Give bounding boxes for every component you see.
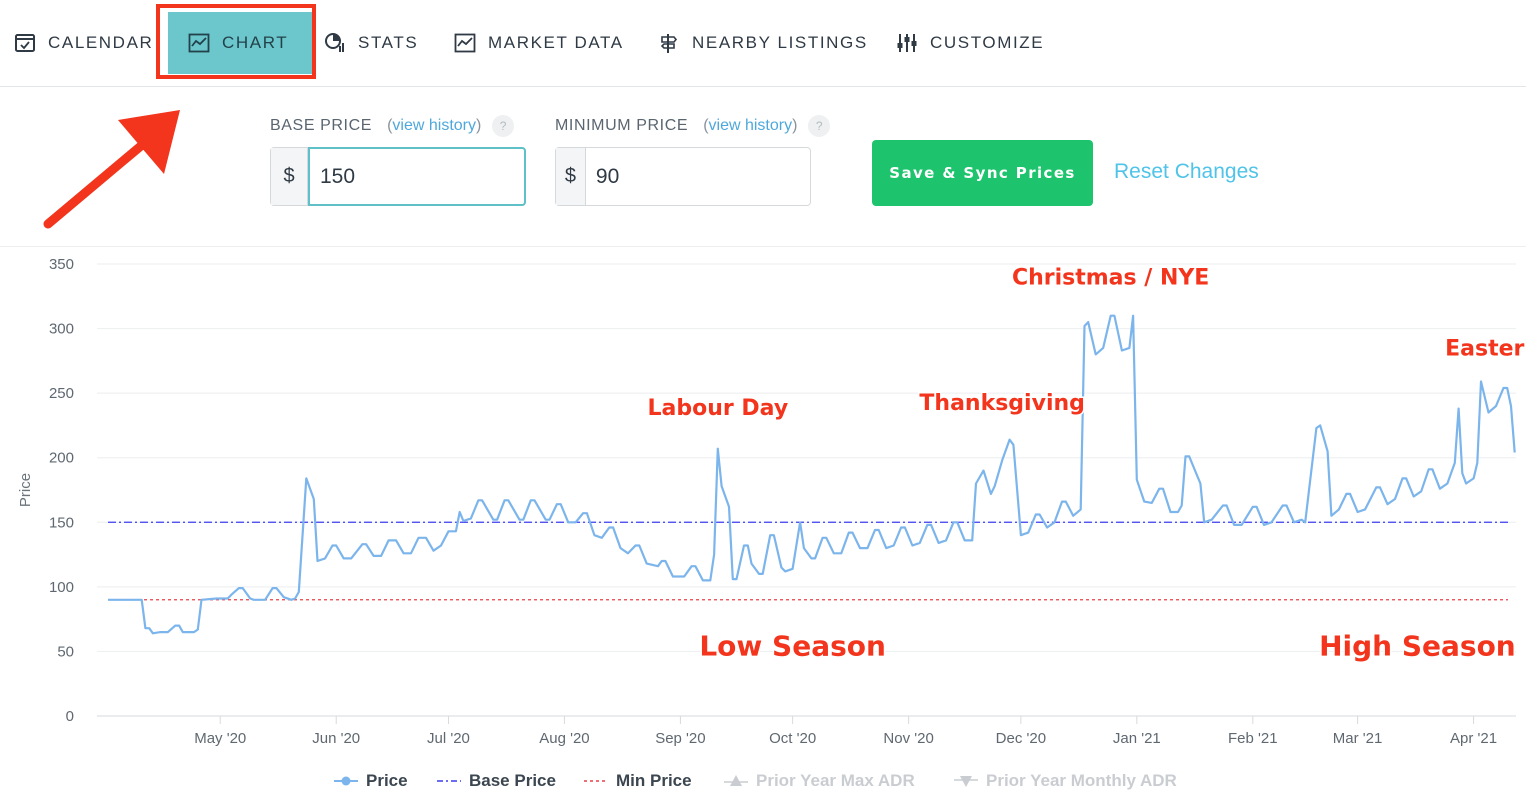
tab-stats-label: STATS [358,33,419,52]
chart-annotations: Labour Day Thanksgiving Christmas / NYE Eas… [646,264,1526,664]
tab-market-data[interactable]: MARKET DATA [454,12,624,74]
tab-calendar[interactable]: CALENDAR [14,12,153,74]
tab-market-data-label: MARKET DATA [488,33,624,52]
minimum-price-help-icon[interactable]: ? [808,115,831,137]
y-tick-label: 200 [49,450,74,467]
top-nav: CALENDAR CHART STATS MARKET DATA NEARBY … [0,0,1526,87]
x-tick-label: Apr '21 [1450,730,1497,747]
x-axis-ticks: May '20 Jun '20 Jul '20 Aug '20 Sep '20 Oct '… [194,716,1497,747]
triangle-up-icon [724,775,748,786]
save-sync-prices-button[interactable]: Save & Sync Prices [872,140,1093,206]
red-arrow-icon [43,110,180,229]
legend-prior-year-max-adr[interactable]: Prior Year Max ADR [724,770,915,792]
base-price-currency: $ [271,148,308,205]
minimum-price-input[interactable] [585,148,810,205]
tab-nearby-listings[interactable]: NEARBY LISTINGS [658,12,868,74]
calendar-check-icon [14,32,36,54]
minimum-price-label: MINIMUM PRICE [555,117,689,135]
base-price-field: $ [270,147,526,206]
base-price-view-history-link[interactable]: (view history) [387,117,482,135]
x-tick-label: Aug '20 [539,730,589,747]
y-tick-label: 0 [66,708,74,725]
y-tick-label: 50 [57,643,74,660]
x-tick-label: Feb '21 [1228,730,1278,747]
legend-price-label: Price [366,771,408,790]
line-chart-icon [188,32,210,54]
base-price-help-icon[interactable]: ? [492,115,515,137]
triangle-down-icon [954,776,978,787]
x-tick-label: Oct '20 [769,730,816,747]
legend-base-price[interactable]: Base Price [437,770,556,792]
chart-tab-highlight-box [156,4,316,79]
y-tick-label: 100 [49,579,74,596]
x-tick-label: Jun '20 [312,730,360,747]
legend-prior-year-max-adr-label: Prior Year Max ADR [756,771,915,790]
tab-nearby-listings-label: NEARBY LISTINGS [692,33,868,52]
tab-chart-label: CHART [222,33,289,52]
chart-annotation: Easter [1445,337,1524,362]
base-price-label-row: BASE PRICE (view history) ? [270,115,515,137]
chart-annotation: High Season [1319,629,1516,662]
y-tick-label: 300 [49,321,74,338]
x-tick-label: May '20 [194,730,246,747]
tab-calendar-label: CALENDAR [48,33,154,52]
legend-min-price-marker-icon [584,780,608,782]
tab-chart[interactable]: CHART [168,12,315,74]
minimum-price-currency: $ [556,148,586,205]
legend-base-price-label: Base Price [469,771,556,790]
base-price-input[interactable] [310,149,524,204]
tab-stats[interactable]: STATS [324,12,418,74]
x-tick-label: Nov '20 [883,730,933,747]
signpost-icon [658,32,680,54]
chart-annotation: Labour Day [647,396,788,421]
x-tick-label: Jan '21 [1113,730,1161,747]
tab-customize[interactable]: CUSTOMIZE [896,12,1044,74]
x-tick-label: Dec '20 [996,730,1046,747]
legend-base-price-marker-icon [437,780,461,782]
tab-customize-label: CUSTOMIZE [930,33,1045,52]
base-price-label: BASE PRICE [270,117,373,135]
y-axis-ticks: 0 50 100 150 200 250 300 350 [49,256,74,725]
legend-price[interactable]: Price [334,770,408,792]
legend-prior-year-monthly-adr[interactable]: Prior Year Monthly ADR [954,770,1177,792]
y-tick-label: 150 [49,514,74,531]
chart-annotation: Low Season [699,629,886,662]
minimum-price-field: $ [555,147,811,206]
chart-annotation: Thanksgiving [919,391,1084,416]
y-tick-label: 250 [49,385,74,402]
reset-changes-link[interactable]: Reset Changes [1114,160,1259,183]
legend-price-marker-icon [334,776,358,786]
x-tick-label: Sep '20 [655,730,705,747]
minimum-price-label-row: MINIMUM PRICE (view history) ? [555,115,831,137]
y-tick-label: 350 [49,256,74,273]
minimum-price-view-history-link[interactable]: (view history) [703,117,798,135]
sliders-icon [896,32,918,54]
x-tick-label: Jul '20 [427,730,470,747]
legend-min-price[interactable]: Min Price [584,770,692,792]
legend-prior-year-monthly-adr-label: Prior Year Monthly ADR [986,771,1177,790]
chart-annotation: Christmas / NYE [1012,266,1209,291]
y-axis-label: Price [17,473,34,507]
price-series-line [108,314,1516,635]
legend-min-price-label: Min Price [616,771,692,790]
line-chart-icon [454,32,476,54]
pie-stats-icon [324,32,346,54]
x-tick-label: Mar '21 [1333,730,1383,747]
price-chart: 0 50 100 150 200 250 300 350 May '20 Jun '20 Jul … [17,256,1526,747]
section-divider [0,246,1526,247]
